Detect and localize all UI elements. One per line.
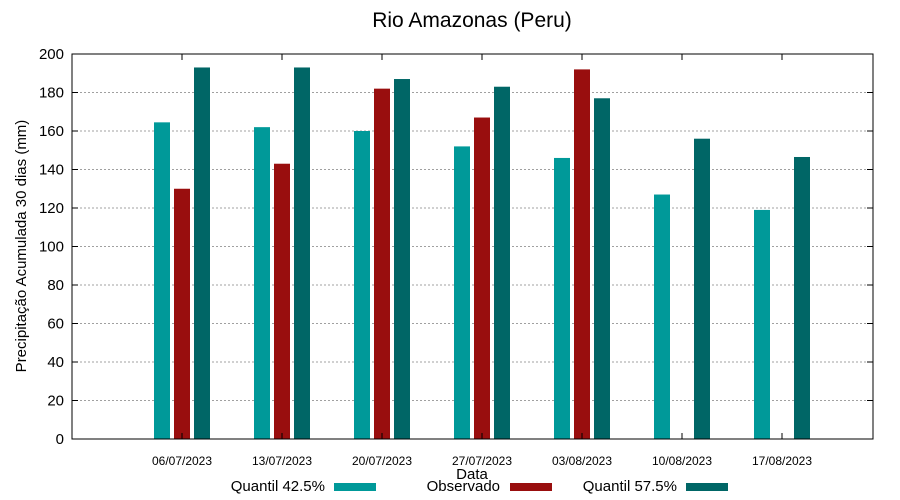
x-tick-label: 13/07/2023 bbox=[252, 454, 312, 468]
bar-quantil-42-5--4 bbox=[554, 157, 570, 439]
legend-label: Observado bbox=[427, 478, 500, 495]
bar-quantil-42-5--3 bbox=[454, 146, 470, 439]
bar-quantil-57-5--2 bbox=[394, 79, 410, 440]
bar-quantil-42-5--0 bbox=[154, 122, 170, 440]
bar-quantil-57-5--4 bbox=[594, 98, 610, 440]
x-tick-label: 03/08/2023 bbox=[552, 454, 612, 468]
x-tick-label: 27/07/2023 bbox=[452, 454, 512, 468]
x-tick-label: 06/07/2023 bbox=[152, 454, 212, 468]
x-axis-ticks: 06/07/2023 13/07/2023 20/07/2023 27/07/2023… bbox=[152, 54, 812, 468]
bar-quantil-57-5--0 bbox=[194, 67, 210, 439]
legend: Quantil 42.5% Observado Quantil 57.5% bbox=[231, 478, 728, 495]
x-tick-label: 20/07/2023 bbox=[352, 454, 412, 468]
y-tick-label: 80 bbox=[47, 277, 64, 294]
y-axis-ticks: 0 20 40 60 80 100 120 140 160 180 200 bbox=[39, 46, 873, 448]
bar-observado-4 bbox=[574, 69, 590, 440]
y-tick-label: 200 bbox=[39, 46, 64, 63]
y-tick-label: 20 bbox=[47, 393, 64, 410]
y-tick-label: 120 bbox=[39, 200, 64, 217]
bar-quantil-57-5--3 bbox=[494, 86, 510, 439]
bar-observado-1 bbox=[274, 163, 290, 439]
chart-title: Rio Amazonas (Peru) bbox=[372, 9, 572, 32]
y-tick-label: 0 bbox=[56, 431, 64, 448]
legend-label: Quantil 57.5% bbox=[583, 478, 677, 495]
legend-swatch bbox=[334, 483, 376, 491]
bar-quantil-42-5--6 bbox=[754, 209, 770, 439]
bar-quantil-42-5--2 bbox=[354, 131, 370, 439]
x-tick-label: 10/08/2023 bbox=[652, 454, 712, 468]
bar-observado-0 bbox=[174, 188, 190, 439]
bar-quantil-57-5--5 bbox=[694, 138, 710, 439]
y-axis-label: Precipitação Acumulada 30 dias (mm) bbox=[13, 120, 30, 373]
legend-label: Quantil 42.5% bbox=[231, 478, 325, 495]
y-tick-label: 180 bbox=[39, 85, 64, 102]
y-tick-label: 100 bbox=[39, 239, 64, 256]
bar-quantil-42-5--5 bbox=[654, 194, 670, 439]
bar-observado-3 bbox=[474, 117, 490, 440]
grid-lines bbox=[72, 92, 873, 401]
y-tick-label: 40 bbox=[47, 354, 64, 371]
bar-observado-2 bbox=[374, 88, 390, 440]
bars bbox=[154, 67, 810, 440]
y-tick-label: 140 bbox=[39, 162, 64, 179]
x-tick-label: 17/08/2023 bbox=[752, 454, 812, 468]
x-axis-label: Data bbox=[456, 466, 488, 483]
y-tick-label: 60 bbox=[47, 316, 64, 333]
y-tick-label: 160 bbox=[39, 123, 64, 140]
legend-swatch bbox=[510, 483, 552, 491]
bar-quantil-42-5--1 bbox=[254, 127, 270, 440]
bar-quantil-57-5--1 bbox=[294, 67, 310, 439]
legend-swatch bbox=[686, 483, 728, 491]
bar-quantil-57-5--6 bbox=[794, 156, 810, 440]
